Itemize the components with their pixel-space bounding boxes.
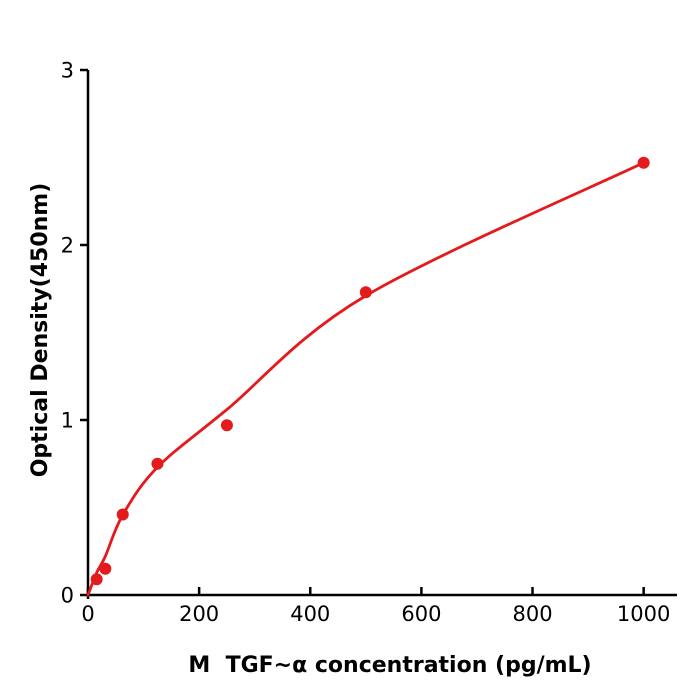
x-tick-label: 800 — [512, 602, 552, 626]
data-point — [99, 562, 112, 575]
data-point — [637, 156, 650, 169]
y-axis-title: Optical Density(450nm) — [28, 183, 53, 478]
plot-area: 0 200 400 600 800 1000 0 1 2 3 — [61, 59, 677, 626]
fit-curve — [86, 161, 646, 597]
data-point — [90, 573, 103, 586]
y-tick-label: 1 — [61, 409, 74, 433]
x-tick-label: 400 — [290, 602, 330, 626]
y-tick-label: 3 — [61, 59, 74, 83]
data-point — [151, 457, 164, 470]
x-tick-label: 0 — [81, 602, 94, 626]
y-tick-label: 2 — [61, 234, 74, 258]
x-tick-label: 200 — [179, 602, 219, 626]
data-point — [359, 286, 372, 299]
data-point — [116, 508, 129, 521]
x-tick-label: 1000 — [617, 602, 670, 626]
x-axis-title: M TGF~α concentration (pg/mL) — [188, 653, 591, 678]
data-point — [220, 419, 233, 432]
x-tick-label: 600 — [401, 602, 441, 626]
y-tick-label: 0 — [61, 584, 74, 608]
